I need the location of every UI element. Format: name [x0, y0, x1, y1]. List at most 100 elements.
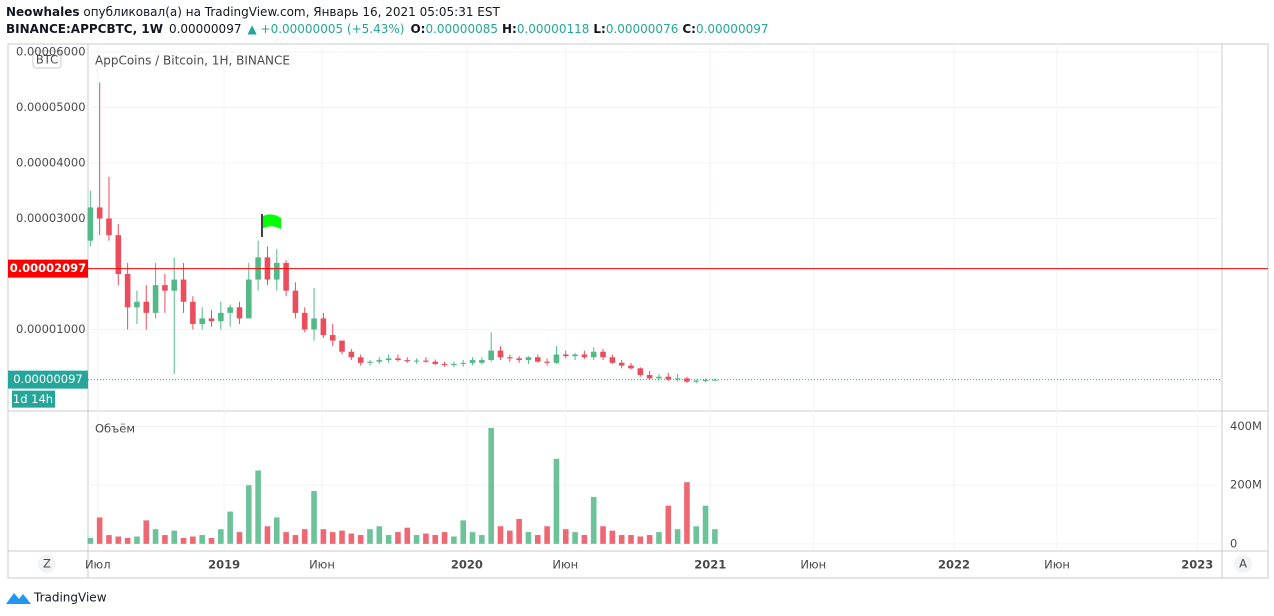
hline-label: 0.00002097 — [10, 261, 86, 275]
volume-bar — [609, 530, 616, 544]
candle-body — [404, 360, 411, 362]
volume-bar — [460, 520, 466, 544]
volume-bar — [534, 535, 541, 544]
volume-bar — [674, 529, 681, 544]
candle-body — [637, 368, 644, 376]
candle-body — [320, 318, 327, 336]
volume-bar — [180, 537, 187, 544]
candle-body — [581, 354, 588, 358]
flag — [263, 214, 281, 229]
x-tick-label: Июл — [85, 558, 111, 572]
candle-body — [507, 357, 513, 359]
candle-body — [348, 351, 355, 358]
x-tick-label: 2022 — [938, 558, 970, 572]
x-tick-label: 2021 — [694, 558, 726, 572]
volume-bar — [581, 535, 588, 544]
volume-bar — [236, 532, 243, 544]
candle-body — [628, 365, 634, 369]
candle-body — [301, 312, 308, 330]
volume-bar — [255, 470, 261, 544]
candle-body — [562, 354, 569, 357]
candle-body — [441, 363, 448, 366]
candle-body — [199, 318, 205, 324]
ohlc-label: H: — [502, 22, 517, 36]
candle-body — [292, 290, 299, 313]
volume-bar — [171, 530, 178, 544]
legend: AppCoins / Bitcoin, 1H, BINANCE — [95, 54, 290, 68]
brand: TradingView — [33, 591, 107, 605]
volume-bar — [273, 517, 280, 544]
ohlc-label: L: — [593, 22, 605, 36]
volume-bar — [404, 527, 411, 544]
volume-bar — [124, 537, 131, 544]
candle-body — [609, 357, 616, 363]
ohlc-label: C: — [682, 22, 696, 36]
volume-bar — [329, 532, 336, 544]
candle-body — [413, 360, 420, 362]
auto-button[interactable] — [1234, 555, 1252, 573]
candle-body — [432, 361, 439, 364]
y-tick-label: 0.00005000 — [16, 100, 86, 114]
volume-bar — [693, 526, 700, 544]
candle-body — [712, 379, 718, 381]
volume-bar — [423, 533, 429, 544]
zoom-label[interactable]: Z — [43, 557, 51, 571]
candle-body — [273, 262, 280, 280]
volume-bar — [525, 532, 532, 544]
candle-body — [376, 360, 383, 362]
volume-bar — [367, 529, 373, 544]
candle-body — [152, 285, 159, 313]
candle-body — [544, 361, 550, 363]
hline-label-box — [8, 259, 88, 278]
volume-bar — [497, 526, 504, 544]
volume-bar — [96, 517, 103, 544]
volume-bar — [348, 533, 355, 544]
candle-body — [702, 380, 709, 382]
brand-logo — [6, 593, 31, 604]
candle-body — [106, 218, 112, 236]
volume-bar — [190, 536, 196, 544]
candle-body — [227, 307, 233, 313]
volume-bar — [208, 537, 215, 544]
y-tick-label: 0.00004000 — [16, 156, 86, 170]
ohlc-value: 0.00000097 — [696, 22, 769, 36]
y-tick-label: 0.00006000 — [16, 44, 86, 58]
candle-body — [218, 312, 224, 322]
volume-bar — [432, 535, 439, 544]
candle-body — [674, 378, 681, 380]
volume-bar — [199, 535, 205, 544]
candle-body — [339, 340, 345, 352]
countdown: 1d 14h — [13, 392, 53, 406]
auto-label[interactable]: A — [1239, 557, 1247, 571]
currency: BTC — [36, 53, 58, 67]
candle-body — [423, 360, 429, 362]
candle-body — [180, 279, 187, 302]
x-tick-label: Июн — [1044, 558, 1070, 572]
volume-bar — [479, 535, 485, 544]
candle-body — [479, 360, 485, 363]
candle-body — [162, 285, 168, 291]
author: Neowhales — [6, 5, 80, 19]
x-tick-label: 2023 — [1181, 558, 1213, 572]
ohlc-value: 0.00000118 — [517, 22, 590, 36]
volume-bar — [637, 536, 644, 544]
candle-body — [646, 375, 653, 379]
candle-body — [124, 274, 131, 308]
candle-body — [190, 301, 196, 324]
candle-body — [134, 301, 140, 308]
volume-bar — [712, 529, 718, 544]
volume-bar — [106, 535, 112, 544]
candle-body — [684, 378, 690, 382]
ohlc-value: 0.00000085 — [425, 22, 498, 36]
volume-title: Объём — [95, 422, 135, 436]
candle-body — [311, 318, 317, 330]
zoom-button[interactable] — [38, 555, 56, 573]
change: ▲ +0.00000005 (+5.43%) — [247, 22, 404, 36]
x-tick-label: 2020 — [451, 558, 483, 572]
candle-body — [96, 207, 103, 219]
volume-bar — [646, 535, 653, 544]
x-tick-label: 2019 — [208, 558, 240, 572]
candle-body — [665, 376, 672, 380]
candle-body — [572, 354, 578, 357]
header-line: Neowhales опубликовал(а) на TradingView.… — [6, 5, 500, 19]
